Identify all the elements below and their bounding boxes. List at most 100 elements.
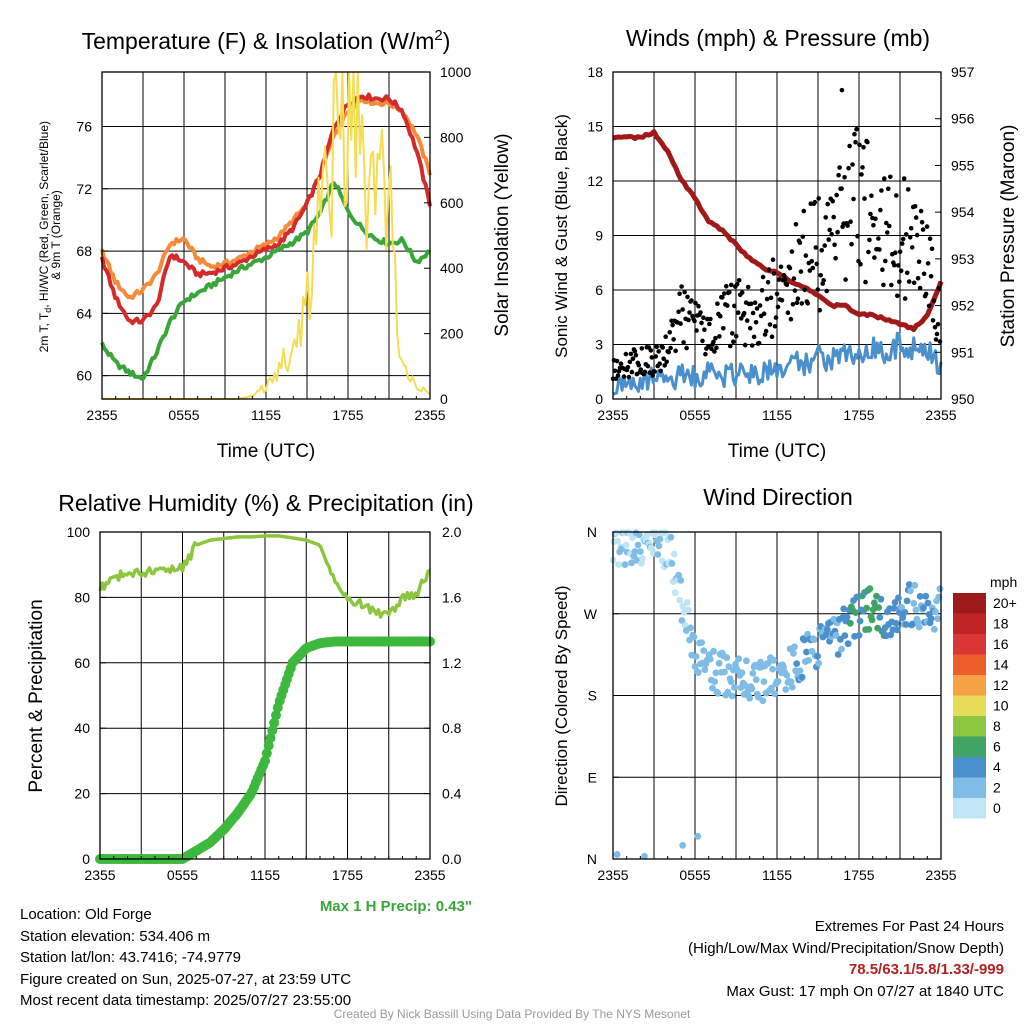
gust-point	[915, 276, 921, 281]
direction-point	[698, 639, 705, 646]
gust-point	[668, 345, 673, 351]
legend-label: 10	[993, 698, 1009, 714]
gust-point	[732, 303, 737, 309]
gust-point	[751, 334, 757, 340]
gust-point	[843, 277, 848, 282]
direction-point	[613, 851, 621, 858]
direction-point	[724, 688, 732, 696]
gust-point	[745, 284, 751, 290]
direction-point	[796, 667, 804, 674]
x-tick-label: 2355	[597, 867, 628, 883]
gust-point	[702, 327, 707, 333]
direction-point	[694, 669, 702, 676]
gust-point	[819, 248, 824, 253]
gust-point	[912, 204, 918, 209]
gust-point	[749, 343, 755, 348]
gust-point	[775, 304, 781, 310]
gust-point	[614, 358, 620, 364]
gust-point	[814, 261, 820, 267]
gust-point	[903, 232, 909, 237]
gust-point	[872, 255, 877, 260]
gust-point	[921, 271, 927, 277]
direction-point	[685, 606, 692, 614]
direction-point	[678, 617, 686, 624]
series-td	[100, 181, 432, 381]
gust-point	[666, 349, 671, 355]
y2-tick-label: 952	[951, 298, 975, 314]
gust-point	[853, 139, 858, 145]
legend-swatch	[953, 798, 986, 819]
direction-point	[687, 624, 694, 632]
gust-point	[645, 363, 651, 369]
gust-point	[625, 365, 631, 370]
y2-tick-label: 800	[440, 129, 464, 145]
direction-point	[805, 657, 813, 664]
gust-point	[895, 293, 900, 299]
winds-panel: Winds (mph) & Pressure (mb) 2355 0555 1155…	[552, 25, 1019, 462]
gust-point	[812, 199, 818, 205]
direction-point	[748, 685, 756, 693]
direction-point	[692, 653, 700, 660]
gust-point	[906, 279, 912, 284]
gust-point	[810, 265, 816, 271]
gust-point	[788, 316, 794, 322]
precip-point	[269, 717, 280, 728]
gust-point	[709, 346, 714, 352]
direction-point	[771, 690, 779, 698]
gust-point	[671, 337, 676, 342]
gust-point	[790, 302, 796, 307]
gust-point	[703, 351, 708, 357]
direction-point	[934, 615, 942, 623]
legend-label: 18	[993, 616, 1009, 632]
gust-point	[728, 343, 733, 349]
gust-point	[718, 313, 723, 319]
direction-point	[639, 554, 646, 562]
gust-point	[630, 356, 636, 362]
gust-point	[693, 300, 698, 306]
direction-point	[910, 600, 918, 607]
gust-point	[909, 245, 915, 250]
y-tick-label: 72	[76, 181, 92, 197]
direction-point	[931, 625, 938, 633]
gust-point	[613, 376, 619, 382]
x-tick-label: 1155	[250, 867, 280, 883]
gust-point	[623, 351, 629, 357]
y-tick-label: 6	[595, 282, 603, 298]
gust-point	[897, 249, 903, 255]
direction-point	[927, 615, 935, 622]
gust-point	[823, 215, 828, 220]
precip-point	[260, 755, 270, 766]
legend-swatch	[953, 613, 986, 634]
gust-point	[902, 296, 908, 301]
direction-point	[679, 602, 687, 610]
gust-point	[801, 208, 807, 214]
gust-point	[904, 270, 910, 276]
gust-point	[759, 288, 765, 293]
gust-point	[787, 265, 793, 271]
temperature-title: Temperature (F) & Insolation (W/m2)	[82, 27, 451, 54]
gust-point	[821, 278, 826, 283]
gust-point	[730, 331, 735, 336]
direction-point	[890, 605, 898, 612]
gust-point	[761, 311, 767, 317]
direction-point	[912, 606, 920, 614]
direction-point	[710, 647, 717, 655]
direction-point	[823, 626, 831, 634]
gust-point	[897, 279, 902, 285]
gust-point	[654, 344, 659, 350]
direction-point	[844, 640, 852, 648]
direction-point	[615, 561, 622, 568]
gust-point	[839, 186, 844, 191]
gust-point	[731, 339, 736, 345]
direction-point	[922, 592, 930, 600]
gust-point	[899, 241, 905, 246]
gust-point	[754, 306, 760, 311]
gust-point	[797, 240, 803, 245]
direction-point	[738, 669, 746, 677]
gust-point	[667, 330, 672, 335]
direction-point	[675, 571, 682, 579]
series-t2m	[100, 92, 432, 326]
gust-point	[931, 298, 937, 304]
direction-point	[863, 604, 871, 612]
series-rh	[98, 534, 431, 619]
